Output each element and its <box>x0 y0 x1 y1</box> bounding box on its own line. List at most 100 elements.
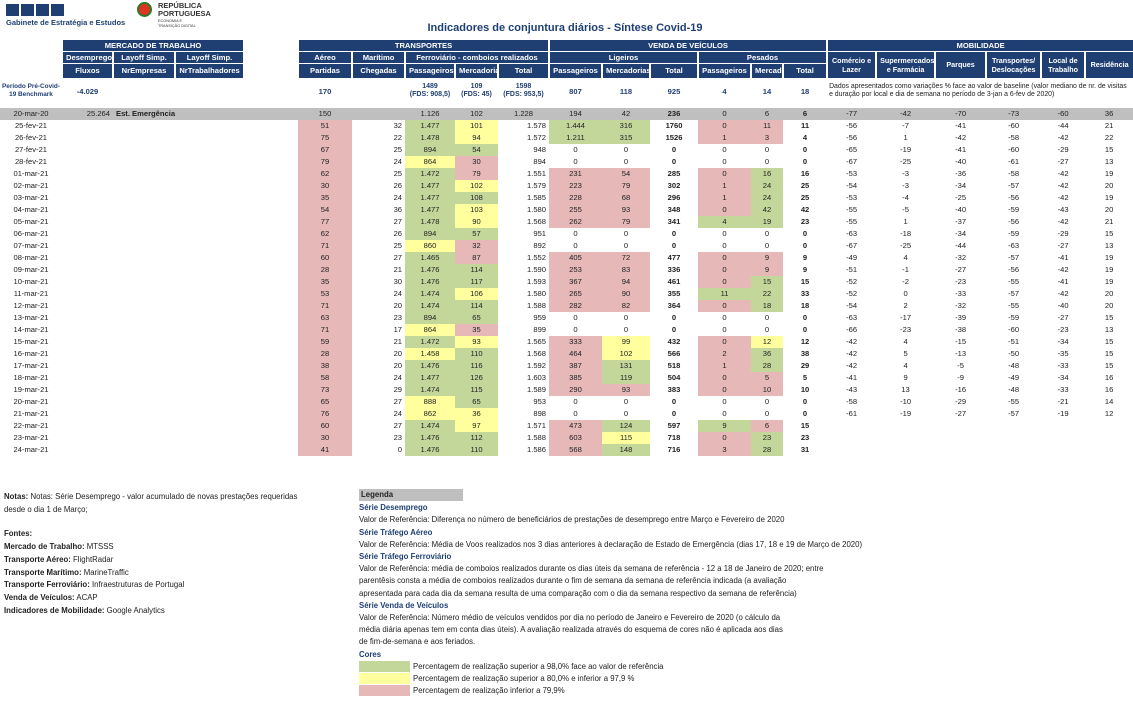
table-cell <box>243 204 298 216</box>
table-cell: -32 <box>955 253 967 262</box>
table-cell: 99 <box>602 335 651 348</box>
ref-ft: 1.228 <box>498 107 550 120</box>
table-cell: 1.603 <box>527 373 547 382</box>
table-cell: 117 <box>455 275 499 288</box>
table-cell: -38 <box>955 325 967 334</box>
table-cell <box>113 336 175 348</box>
table-cell: 76 <box>298 407 353 420</box>
ref-fm: 102 <box>455 107 499 120</box>
table-cell: 862 <box>405 407 456 420</box>
table-cell: 19 <box>751 215 784 228</box>
table-cell <box>113 276 175 288</box>
table-cell: -42 <box>846 337 858 346</box>
table-cell: -58 <box>1008 133 1020 142</box>
table-cell: -56 <box>1008 193 1020 202</box>
table-cell <box>113 432 175 444</box>
green-swatch <box>359 661 410 673</box>
table-cell <box>175 264 243 276</box>
table-cell <box>1041 432 1085 444</box>
table-cell: 30 <box>393 277 403 286</box>
table-cell <box>113 180 175 192</box>
row-date: 02-mar-21 <box>13 181 49 190</box>
table-cell: -34 <box>1057 337 1069 346</box>
row-date: 21-mar-21 <box>13 409 49 418</box>
ref-fp: 1.126 <box>405 107 456 120</box>
table-cell: 25 <box>393 145 403 154</box>
row-date: 22-mar-21 <box>13 421 49 430</box>
table-cell: 22 <box>393 133 403 142</box>
ref-mob: -60 <box>1041 107 1086 120</box>
table-cell: 0 <box>573 229 578 238</box>
table-cell: 28 <box>751 443 784 456</box>
org-name: Gabinete de Estratégia e Estudos <box>6 18 126 27</box>
table-cell: 953 <box>533 397 547 406</box>
table-cell: -49 <box>846 253 858 262</box>
row-date: 10-mar-21 <box>13 277 49 286</box>
table-row: 23-mar-21 30 23 1.476 112 1.588 603 115 718 0 23 23 <box>0 431 1133 444</box>
table-cell: 112 <box>455 431 499 444</box>
table-cell: 0 <box>623 229 629 238</box>
table-cell: 115 <box>455 383 499 396</box>
col-partidas: Partidas <box>297 63 353 78</box>
table-cell: -42 <box>1057 217 1069 226</box>
table-cell: -55 <box>1008 277 1020 286</box>
table-row: 07-mar-21 71 25 860 32 892 0 0 0 0 0 0 -67 -25 -44 -63 -… <box>0 239 1133 252</box>
table-cell: 566 <box>667 349 681 358</box>
table-cell: 22 <box>751 287 784 300</box>
table-cell: 114 <box>455 299 499 312</box>
table-cell: 20 <box>1104 205 1114 214</box>
table-cell: 24 <box>393 373 403 382</box>
table-cell: 951 <box>533 229 547 238</box>
table-cell: 0 <box>573 313 578 322</box>
table-cell: 716 <box>667 445 681 454</box>
table-cell <box>175 408 243 420</box>
table-cell <box>243 144 298 156</box>
table-cell: 20 <box>1104 181 1114 190</box>
table-cell: 1.589 <box>527 385 547 394</box>
table-cell: 959 <box>533 313 547 322</box>
bench-ferro-total: 1598 (FDS: 953,5) <box>503 82 544 99</box>
table-cell: -19 <box>900 145 912 154</box>
table-cell <box>113 348 175 360</box>
table-cell: 18 <box>800 301 810 310</box>
row-date: 26-fev-21 <box>14 133 48 142</box>
table-cell: 1.568 <box>527 217 547 226</box>
bench-lig-pass: 807 <box>569 86 582 96</box>
table-cell: -66 <box>846 325 858 334</box>
table-cell: 23 <box>393 433 403 442</box>
table-cell: -44 <box>955 241 967 250</box>
table-cell: -42 <box>955 133 967 142</box>
table-cell: 894 <box>405 311 456 324</box>
table-cell: -32 <box>955 301 967 310</box>
table-cell: 27 <box>393 253 403 262</box>
table-cell <box>1085 444 1133 456</box>
table-cell: 1.579 <box>527 181 547 190</box>
table-cell <box>62 336 113 348</box>
table-cell: 223 <box>549 179 603 192</box>
table-cell: 1.572 <box>527 133 547 142</box>
table-cell: -2 <box>902 277 909 286</box>
table-cell <box>935 420 986 432</box>
table-cell: 262 <box>549 215 603 228</box>
table-cell <box>243 360 298 372</box>
bench-pes-pass: 4 <box>722 86 727 96</box>
table-cell: 31 <box>800 445 810 454</box>
government-logo: REPÚBLICA PORTUGUESA ECONOMIA E TRANSIÇÃO … <box>137 2 227 28</box>
table-cell <box>243 324 298 336</box>
table-cell: 0 <box>698 335 752 348</box>
table-cell: 0 <box>698 167 752 180</box>
table-cell: 405 <box>549 251 603 264</box>
table-cell <box>1041 420 1085 432</box>
table-cell: 864 <box>405 323 456 336</box>
table-cell: 11 <box>801 121 810 130</box>
table-cell <box>62 288 113 300</box>
table-cell: -52 <box>846 289 858 298</box>
table-cell: 473 <box>549 419 603 432</box>
table-cell: 0 <box>671 157 677 166</box>
table-cell: 54 <box>602 167 651 180</box>
row-date: 09-mar-21 <box>13 265 49 274</box>
table-cell: 367 <box>549 275 603 288</box>
table-cell <box>113 144 175 156</box>
legend-title: Legenda <box>359 489 463 502</box>
table-row: 03-mar-21 35 24 1.477 108 1.585 228 68 296 1 24 25-… <box>0 191 1133 204</box>
